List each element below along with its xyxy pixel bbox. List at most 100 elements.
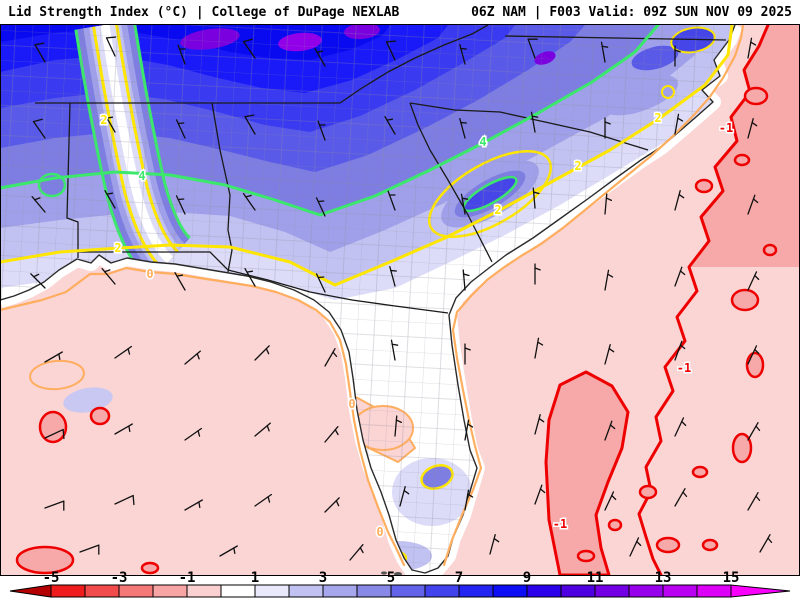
colorbar-segment [628,584,664,598]
wind-barb-half [604,121,611,125]
wind-barb-half [767,537,773,544]
wind-barb-half [682,491,688,498]
wind-barb-shaft [674,113,680,135]
wind-barb-shaft [390,339,396,361]
contour-label: 2 [574,159,581,173]
wind-barb-shaft [460,193,466,215]
colorbar-segment [526,584,562,598]
wind-barb-half [335,500,340,507]
wind-barb-half [403,489,410,495]
wind-barb-half [609,424,616,430]
wind-barb-shaft [747,194,756,215]
wind-barb-shaft [489,534,496,555]
wind-barb-shaft [464,419,470,441]
wind-barb-half [386,118,394,121]
wind-barb-shaft [254,422,271,437]
wind-barb-shaft [459,118,466,139]
wind-barb-shaft [747,492,759,511]
gulf-lavender-patch [63,387,113,413]
wind-barb-shaft [184,350,201,365]
wind-barb-shaft [254,345,270,361]
map-canvas: 2 2 2 2 2 4 4 0 0 0 -1 -1 -1 [1,25,799,575]
wind-barb-shaft [759,534,771,553]
wind-barb-shaft [464,489,470,511]
model-valid-time-label: 06Z NAM | F003 Valid: 09Z SUN NOV 09 202… [471,5,792,20]
wind-barb-shaft [532,187,536,209]
colorbar-segment [662,584,698,598]
wind-barb-half [755,495,761,502]
header-bar: Lid Strength Index (°C) | College of DuP… [8,5,792,20]
wind-barb-half [316,50,324,53]
wind-barb-shaft [604,420,613,441]
wind-barb-shaft [462,269,466,291]
wind-barb-half [605,197,613,202]
colorbar-segment [50,584,86,598]
wind-barb-shaft [604,193,608,215]
wind-barb-half [128,425,131,433]
wind-barb-shaft [527,38,536,59]
colorbar-tick-labels: -5 -3 -1 1 3 5 7 9 11 13 15 [43,570,740,586]
wind-barb-shaft [674,340,683,361]
colorbar-tick-label: 13 [655,570,672,586]
contour-2 [1,25,734,287]
wind-barb-shaft [399,486,406,507]
wind-barb-shaft [242,192,256,211]
wind-barb-shaft [175,119,186,139]
wind-barb-full [385,40,397,43]
wind-barb-shaft [674,488,686,507]
wind-barb-full [242,38,253,43]
colorbar-segment [390,584,426,598]
colorbar-segment [288,584,324,598]
wind-barb-half [537,341,544,346]
colorbar-segment [356,584,392,598]
colorbar: -5 -3 -1 1 3 5 7 9 11 13 15 [9,570,791,598]
contour-lines [1,25,778,575]
contour-label: 0 [348,397,355,411]
colorbar-segment [220,584,256,598]
wind-barb-shaft [34,44,46,63]
wind-barb-half [127,348,131,355]
contour-label: 2 [654,111,661,125]
wind-barb-shaft [44,351,63,363]
wind-barb-layer [30,36,773,561]
colorbar-segment [84,584,120,598]
wind-barb-shaft [534,484,543,505]
wind-barb-shaft [747,118,754,139]
wind-barb-half [754,348,760,355]
colorbar-left-arrow [9,584,52,598]
wind-barb-half [266,425,270,432]
colorbar-segment [322,584,358,598]
colorbar-tick-label: 5 [387,570,395,586]
wind-barb-shaft [387,190,396,211]
wind-barb-half [493,537,500,543]
wind-barb-half [607,273,614,278]
page-title: Lid Strength Index (°C) | College of DuP… [8,5,400,20]
wind-barb-half [677,117,684,122]
wind-barb-shaft [530,111,536,133]
wind-barb-half [462,273,470,277]
wind-barb-half [106,192,114,195]
wind-barb-half [267,496,271,503]
wind-barb-full [62,428,65,440]
wind-barb-half [752,198,759,204]
wind-barb-shaft [184,499,203,511]
wind-barb-shaft [114,345,133,359]
wind-barb-half [58,353,61,361]
wind-barb-half [464,347,471,351]
colorbar-segment [594,584,630,598]
wind-barb-shaft [384,116,396,135]
wind-barb-shaft [315,273,326,293]
wind-barb-shaft [674,417,685,437]
wind-barb-half [334,429,339,436]
contour-label: 4 [479,135,486,149]
colorbar-segment [152,584,188,598]
wind-barb-shaft [254,493,273,507]
wind-barb-shaft [104,114,116,133]
wind-barb-half [532,191,540,195]
wind-barb-shaft [317,120,326,141]
wind-barb-half [751,121,758,127]
wind-barb-shaft [175,195,186,215]
colorbar-tick-label: -1 [179,570,196,586]
wind-barb-shaft [79,544,100,553]
